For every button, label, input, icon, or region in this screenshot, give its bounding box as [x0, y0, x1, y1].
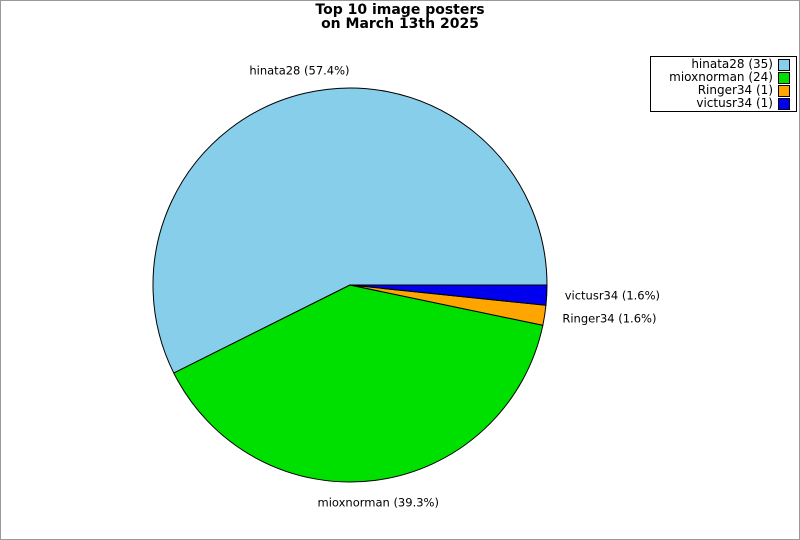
pie-slice-mioxnorman: [173, 284, 544, 483]
legend-swatch-icon: [778, 71, 790, 84]
legend-label: victusr34 (1): [696, 96, 773, 110]
legend-swatch-icon: [778, 58, 790, 71]
slice-label-mioxnorman: mioxnorman (39.3%): [317, 495, 439, 510]
slice-label-hinata28: hinata28 (57.4%): [249, 63, 350, 78]
slice-label-ringer34: Ringer34 (1.6%): [562, 311, 657, 326]
slice-label-victusr34: victusr34 (1.6%): [564, 288, 661, 303]
legend: hinata28 (35) mioxnorman (24) Ringer34 (…: [650, 56, 797, 112]
legend-row-mioxnorman: mioxnorman (24): [651, 71, 790, 84]
chart-title-line-2: on March 13th 2025: [321, 16, 479, 32]
legend-swatch-icon: [778, 84, 790, 97]
chart-title-line-1: Top 10 image posters: [315, 2, 485, 18]
pie-slice-victusr34: [349, 284, 548, 306]
legend-swatch-icon: [778, 97, 790, 110]
legend-label: hinata28 (35): [691, 57, 773, 71]
pie-slice-hinata28: [152, 87, 548, 374]
chart-title: Top 10 image posters on March 13th 2025: [1, 3, 799, 31]
legend-row-ringer34: Ringer34 (1): [651, 84, 790, 97]
legend-row-victusr34: victusr34 (1): [651, 97, 790, 110]
legend-label: Ringer34 (1): [697, 83, 773, 97]
legend-row-hinata28: hinata28 (35): [651, 58, 790, 71]
legend-label: mioxnorman (24): [669, 70, 773, 84]
